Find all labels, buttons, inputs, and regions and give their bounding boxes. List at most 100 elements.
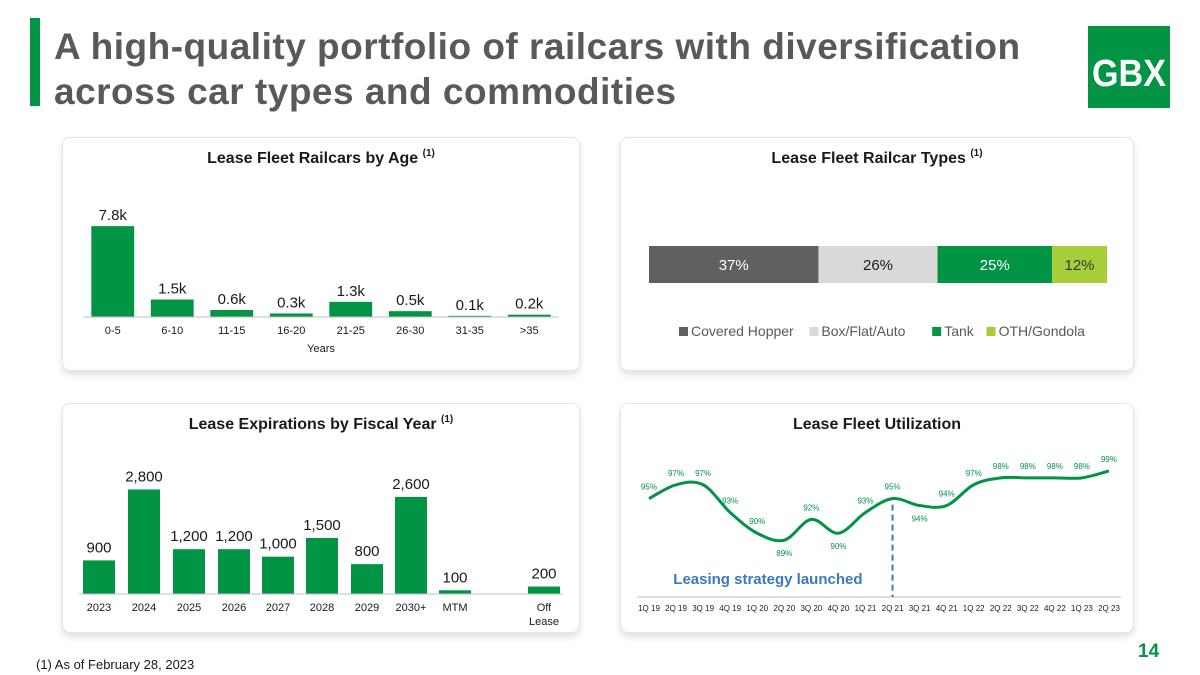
types-legend-label: Covered Hopper — [691, 323, 794, 339]
age-bar — [91, 226, 135, 317]
types-segment-label: 26% — [863, 257, 893, 274]
utilization-tick-label: 4Q 20 — [828, 604, 850, 613]
expiration-bar — [218, 549, 250, 594]
utilization-tick-label: 4Q 22 — [1044, 604, 1066, 613]
page-number: 14 — [1138, 641, 1160, 662]
age-bar — [448, 315, 492, 317]
utilization-tick-label: 1Q 23 — [1071, 604, 1093, 613]
utilization-value-label: 98% — [1020, 462, 1036, 471]
panel-fleet-utilization: Lease Fleet Utilization 95% 97% 97% 93% 90% 8… — [620, 403, 1134, 633]
types-legend-swatch — [679, 327, 688, 336]
types-legend-swatch — [932, 327, 942, 336]
expiration-bar — [83, 560, 115, 594]
utilization-tick-label: 2Q 22 — [990, 604, 1012, 613]
types-segment-label: 12% — [1065, 257, 1095, 274]
expirations-chart-title: Lease Expirations by Fiscal Year (1) — [188, 414, 454, 433]
types-legend-swatch — [986, 327, 996, 336]
utilization-value-label: 90% — [830, 542, 846, 551]
utilization-tick-label: 3Q 22 — [1017, 604, 1039, 613]
expiration-value-label: 2,600 — [392, 476, 430, 493]
expiration-tick-label: Lease — [529, 616, 559, 628]
expiration-tick-label: MTM — [442, 602, 467, 614]
types-legend-swatch — [809, 327, 819, 336]
age-value-label: 1.3k — [337, 283, 366, 300]
expiration-value-label: 200 — [531, 566, 556, 583]
age-bar — [150, 299, 194, 317]
expiration-bar — [395, 496, 427, 594]
age-value-label: 7.8k — [99, 207, 128, 224]
expiration-tick-label: 2025 — [177, 602, 201, 614]
panel-railcars-by-age: Lease Fleet Railcars by Age (1) 7.8k 0-5 1… — [62, 137, 580, 371]
utilization-value-label: 90% — [749, 517, 765, 526]
age-value-label: 0.6k — [218, 291, 247, 308]
expiration-tick-label: 2028 — [310, 602, 334, 614]
types-segment-label: 25% — [980, 257, 1010, 274]
panel-railcar-types: Lease Fleet Railcar Types (1) 37% 26% 25% 1… — [620, 137, 1134, 371]
age-tick-label: 21-25 — [337, 325, 365, 337]
utilization-value-label: 89% — [776, 549, 792, 558]
expiration-value-label: 1,200 — [215, 528, 253, 545]
expiration-bar — [439, 590, 471, 594]
utilization-tick-label: 3Q 20 — [800, 604, 822, 613]
types-legend-label: Box/Flat/Auto — [821, 323, 905, 339]
utilization-value-label: 99% — [1101, 455, 1117, 464]
utilization-tick-label: 1Q 19 — [638, 604, 660, 613]
types-segment — [937, 246, 1053, 283]
expiration-value-label: 800 — [354, 543, 379, 560]
types-chart-title: Lease Fleet Railcar Types (1) — [771, 148, 983, 167]
utilization-value-label: 94% — [912, 515, 928, 524]
age-tick-label: 0-5 — [105, 325, 121, 337]
panel-lease-expirations: Lease Expirations by Fiscal Year (1) 900… — [62, 403, 580, 633]
types-stacked-bar-chart: 37% 26% 25% 12% Covered Hopper Box/Flat/Auto T… — [649, 246, 1107, 339]
age-chart-title: Lease Fleet Railcars by Age (1) — [207, 148, 435, 167]
age-tick-label: 6-10 — [161, 325, 183, 337]
age-tick-label: 31-35 — [456, 325, 484, 337]
expiration-value-label: 1,500 — [303, 517, 341, 534]
utilization-tick-label: 1Q 22 — [963, 604, 985, 613]
utilization-tick-label: 1Q 21 — [855, 604, 877, 613]
expiration-value-label: 1,000 — [259, 536, 297, 553]
age-tick-label: 16-20 — [277, 325, 305, 337]
utilization-tick-label: 4Q 19 — [719, 604, 741, 613]
expirations-bar-chart: 900 2023 2,800 2024 1,200 2025 1,200 2026 1,000 2… — [79, 468, 563, 628]
title-accent-bar — [30, 18, 40, 106]
utilization-value-label: 97% — [668, 469, 684, 478]
expiration-bar — [351, 564, 383, 594]
expiration-value-label: 900 — [86, 539, 111, 556]
types-segment-label: 37% — [719, 257, 749, 274]
expiration-bar — [528, 586, 560, 594]
age-tick-label: 11-15 — [218, 325, 245, 337]
utilization-tick-label: 2Q 21 — [882, 604, 904, 613]
age-bar — [507, 314, 551, 317]
utilization-tick-label: 3Q 19 — [692, 604, 714, 613]
expiration-value-label: 1,200 — [170, 528, 208, 545]
utilization-chart-title: Lease Fleet Utilization — [792, 416, 962, 433]
types-legend-label: Tank — [944, 323, 975, 339]
utilization-line-chart: 95% 97% 97% 93% 90% 89% 92% 90% 93% 95% 94% 94% 97% 9… — [637, 455, 1121, 613]
age-value-label: 1.5k — [158, 281, 187, 298]
expiration-tick-label: 2026 — [222, 602, 246, 614]
footnote: (1) As of February 28, 2023 — [36, 657, 195, 672]
page-title: A high-quality portfolio of railcars wit… — [54, 26, 1021, 112]
age-bar — [329, 301, 373, 317]
utilization-value-label: 98% — [993, 462, 1009, 471]
age-value-label: 0.5k — [396, 292, 425, 309]
utilization-value-label: 95% — [885, 483, 901, 492]
utilization-tick-label: 2Q 20 — [773, 604, 795, 613]
expiration-value-label: 2,800 — [125, 468, 163, 485]
types-segment — [818, 246, 938, 283]
expiration-bar — [128, 489, 160, 594]
expiration-value-label: 100 — [442, 569, 467, 586]
expiration-bar — [262, 556, 294, 594]
age-tick-label: 26-30 — [396, 325, 424, 337]
age-bar-chart: 7.8k 0-5 1.5k 6-10 0.6k 11-15 0.3k 16-20 1.3k 21-… — [83, 207, 559, 355]
age-value-label: 0.2k — [515, 296, 544, 313]
age-value-label: 0.3k — [277, 295, 306, 312]
utilization-tick-label: 1Q 20 — [746, 604, 768, 613]
utilization-value-label: 98% — [1047, 462, 1063, 471]
utilization-tick-label: 3Q 21 — [909, 604, 931, 613]
expiration-tick-label: 2023 — [87, 602, 111, 614]
expiration-tick-label: 2030+ — [396, 602, 427, 614]
utilization-tick-label: 2Q 19 — [665, 604, 687, 613]
utilization-value-label: 97% — [966, 469, 982, 478]
